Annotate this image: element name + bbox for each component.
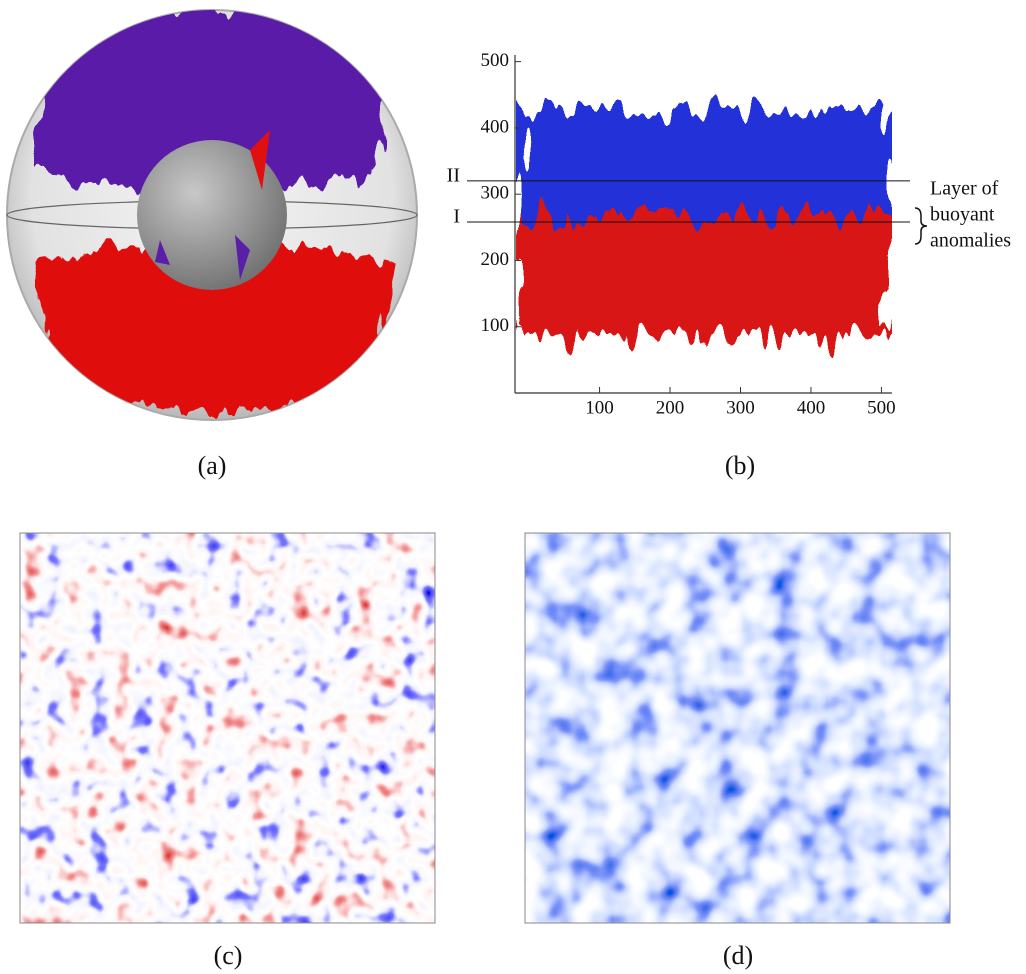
level-label: I xyxy=(453,206,460,228)
level-label: II xyxy=(447,165,460,187)
y-tick-label: 100 xyxy=(481,315,510,336)
slice-map xyxy=(20,533,435,923)
y-tick-label: 400 xyxy=(481,116,510,137)
frame xyxy=(19,532,436,924)
panel-label: (b) xyxy=(725,451,755,480)
y-tick-label: 200 xyxy=(481,249,510,270)
slice-map xyxy=(525,533,950,923)
x-tick-label: 100 xyxy=(585,397,614,418)
annotation: Layer of xyxy=(930,178,999,200)
x-tick-label: 200 xyxy=(656,397,685,418)
sphere-render xyxy=(6,9,418,421)
x-tick-label: 400 xyxy=(797,397,826,418)
profile-plot xyxy=(514,55,928,394)
panel-label: (a) xyxy=(198,451,227,480)
frame xyxy=(524,532,951,924)
y-tick-label: 500 xyxy=(481,50,510,71)
anomaly-field xyxy=(516,110,892,335)
y-tick-label: 300 xyxy=(481,183,510,204)
x-tick-label: 300 xyxy=(726,397,755,418)
panel-label: (c) xyxy=(214,941,243,970)
panel-label: (d) xyxy=(723,941,753,970)
x-tick-label: 500 xyxy=(867,397,896,418)
annotation: anomalies xyxy=(930,230,1011,252)
annotation: buoyant xyxy=(930,204,995,226)
